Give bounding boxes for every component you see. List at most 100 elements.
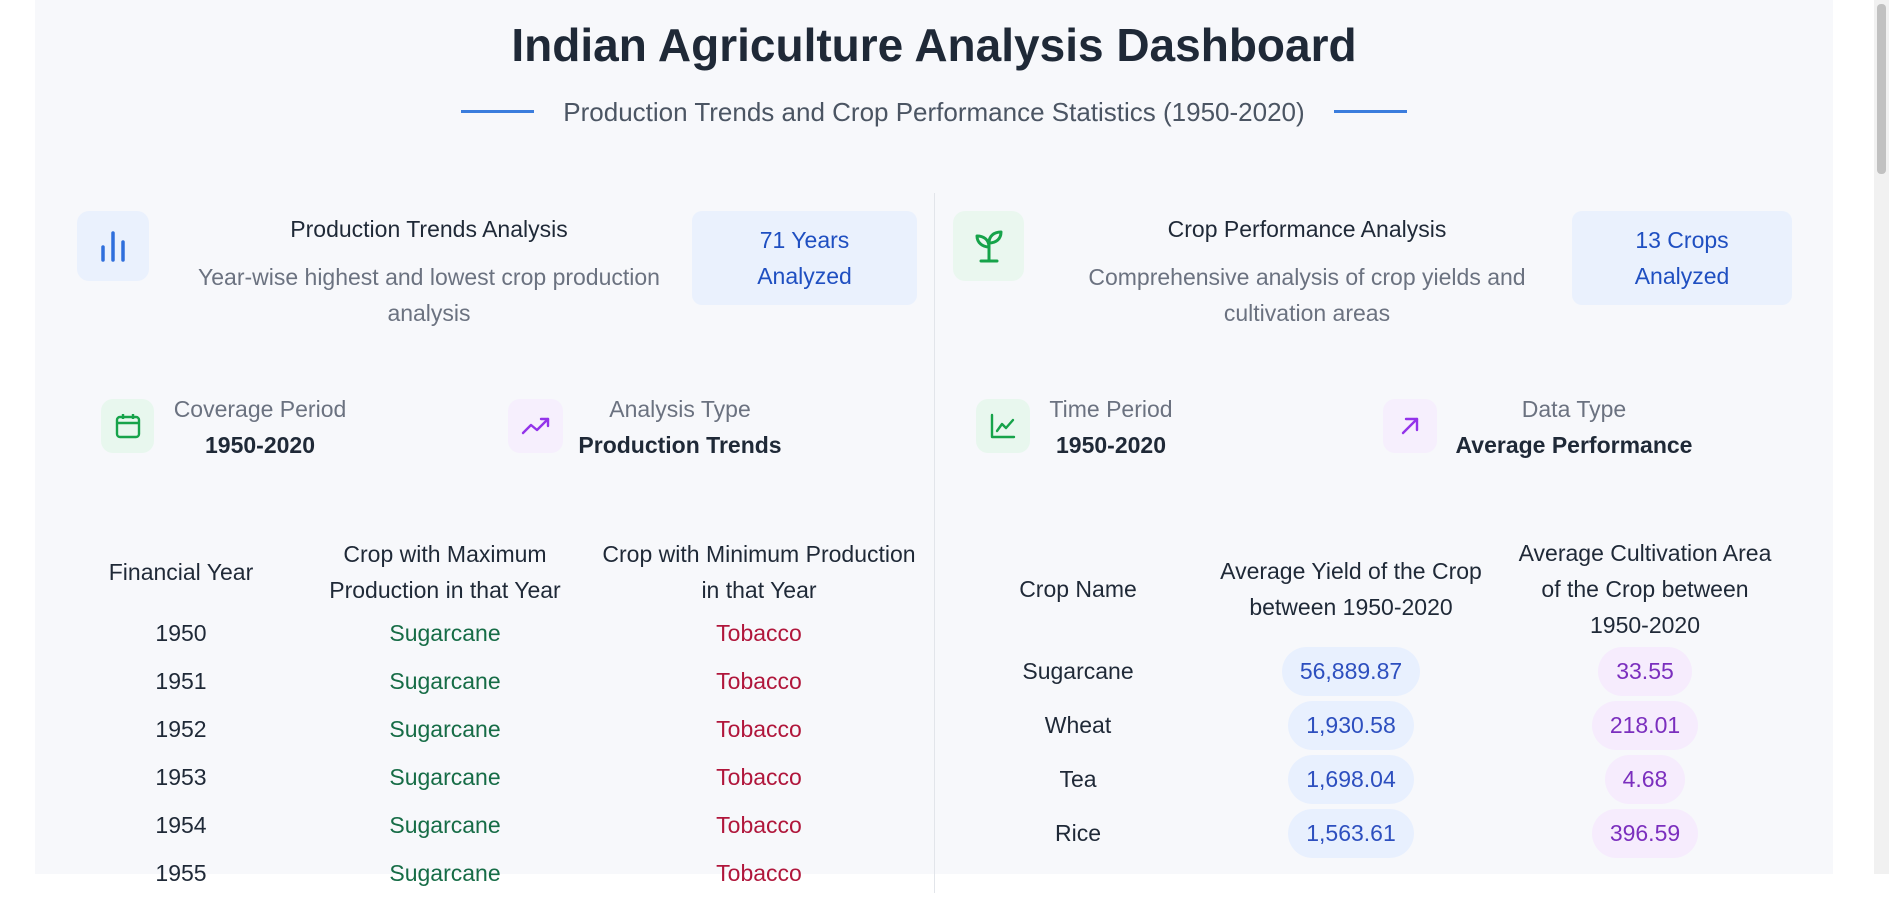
table-cell: Sugarcane [292, 657, 598, 705]
avg-area: 4.68 [1604, 754, 1686, 804]
table-row: 1951 Sugarcane Tobacco [70, 657, 920, 705]
info-label: Time Period [1049, 396, 1173, 422]
panel-description: Comprehensive analysis of crop yields an… [1088, 264, 1526, 326]
decor-line [461, 110, 534, 113]
table-cell: Sugarcane [292, 609, 598, 657]
icon [101, 231, 125, 262]
calendar-icon [101, 399, 154, 453]
min-crop: Tobacco [716, 763, 802, 790]
trend-icon [508, 399, 563, 453]
decor-line [1334, 110, 1407, 113]
min-crop: Tobacco [716, 859, 802, 886]
column-header: Crop with Maximum Production in that Yea… [329, 541, 561, 603]
title: Indian Agriculture Analysis Dashboard [511, 19, 1357, 71]
column-header: Crop with Minimum Production in that Yea… [602, 541, 916, 603]
max-crop: Sugarcane [389, 859, 501, 886]
divider [934, 193, 935, 893]
crop-name: Tea [1059, 765, 1097, 792]
year: 1953 [155, 763, 207, 790]
icon [975, 230, 1002, 263]
table-cell: 33.55 [1506, 644, 1784, 698]
scrollbar-thumb[interactable] [1877, 4, 1886, 174]
table-cell: 1950 [70, 609, 292, 657]
table-row: Tea 1,698.04 4.68 [960, 752, 1784, 806]
crop-name: Rice [1054, 819, 1101, 846]
table-cell: Wheat [960, 698, 1196, 752]
max-crop: Sugarcane [389, 715, 501, 742]
table-row: Rice 1,563.61 396.59 [960, 806, 1784, 860]
table-cell: Tea [960, 752, 1196, 806]
icon [1401, 417, 1419, 435]
avg-yield: 1,563.61 [1288, 808, 1414, 858]
table-cell: Sugarcane [960, 644, 1196, 698]
icon [990, 413, 1016, 439]
badge-text: 71 Years Analyzed [757, 227, 852, 289]
avg-yield: 56,889.87 [1281, 646, 1421, 696]
table-cell: Tobacco [598, 849, 920, 897]
table-cell: 1954 [70, 801, 292, 849]
panel-title: Production Trends Analysis [290, 216, 568, 242]
year: 1952 [155, 715, 207, 742]
table-cell: Tobacco [598, 657, 920, 705]
table-cell: Sugarcane [292, 801, 598, 849]
info-label: Coverage Period [173, 396, 347, 422]
max-crop: Sugarcane [389, 667, 501, 694]
avg-yield: 1,930.58 [1288, 700, 1414, 750]
arrow-icon [1383, 399, 1437, 453]
table-cell: 396.59 [1506, 806, 1784, 860]
subtitle: Production Trends and Crop Performance S… [563, 97, 1305, 127]
year: 1955 [155, 859, 207, 886]
line-chart-icon [976, 399, 1030, 453]
table-row: 1950 Sugarcane Tobacco [70, 609, 920, 657]
page: Indian Agriculture Analysis Dashboard Pr… [77, 0, 1889, 893]
crop-name: Wheat [1044, 711, 1112, 738]
icon [521, 417, 549, 435]
avg-area: 396.59 [1591, 808, 1699, 858]
icon [115, 414, 140, 439]
min-crop: Tobacco [716, 715, 802, 742]
info-value: 1950-2020 [205, 432, 315, 458]
column-header: Average Yield of the Crop between 1950-2… [1220, 558, 1482, 620]
column-header: Average Cultivation Area of the Crop bet… [1518, 540, 1772, 638]
performance-table: Crop Name Average Yield of the Crop betw… [960, 534, 1784, 860]
table-row: 1952 Sugarcane Tobacco [70, 705, 920, 753]
crop-name: Sugarcane [1022, 657, 1134, 684]
sprout-icon [953, 211, 1024, 281]
badge: 71 Years Analyzed [692, 211, 917, 305]
table-cell: Tobacco [598, 801, 920, 849]
info-label: Data Type [1521, 396, 1627, 422]
info-label: Analysis Type [609, 396, 751, 422]
table-row: 1955 Sugarcane Tobacco [70, 849, 920, 897]
table-cell: Tobacco [598, 753, 920, 801]
table-cell: 1955 [70, 849, 292, 897]
panel-description: Year-wise highest and lowest crop produc… [198, 264, 660, 326]
table-row: 1953 Sugarcane Tobacco [70, 753, 920, 801]
table-cell: 1953 [70, 753, 292, 801]
column-header: Crop Name [1019, 576, 1137, 602]
max-crop: Sugarcane [389, 619, 501, 646]
table-cell: 1,698.04 [1196, 752, 1506, 806]
badge: 13 Crops Analyzed [1572, 211, 1792, 305]
column-header: Financial Year [108, 559, 254, 585]
production-table: Financial Year Crop with Maximum Product… [70, 535, 920, 897]
table-row: Wheat 1,930.58 218.01 [960, 698, 1784, 752]
table-cell: Sugarcane [292, 753, 598, 801]
min-crop: Tobacco [716, 619, 802, 646]
year: 1950 [155, 619, 207, 646]
badge-text: 13 Crops Analyzed [1634, 227, 1730, 289]
panel-title: Crop Performance Analysis [1167, 216, 1447, 242]
min-crop: Tobacco [716, 811, 802, 838]
table-row: 1954 Sugarcane Tobacco [70, 801, 920, 849]
info-value: Production Trends [578, 432, 782, 458]
table-cell: Sugarcane [292, 849, 598, 897]
scrollbar[interactable] [1874, 0, 1889, 874]
info-value: Average Performance [1455, 432, 1693, 458]
chart-icon [77, 211, 149, 281]
table-cell: 1952 [70, 705, 292, 753]
table-cell: 56,889.87 [1196, 644, 1506, 698]
max-crop: Sugarcane [389, 811, 501, 838]
year: 1954 [155, 811, 207, 838]
table-cell: Tobacco [598, 705, 920, 753]
avg-yield: 1,698.04 [1288, 754, 1414, 804]
avg-area: 33.55 [1598, 646, 1692, 696]
